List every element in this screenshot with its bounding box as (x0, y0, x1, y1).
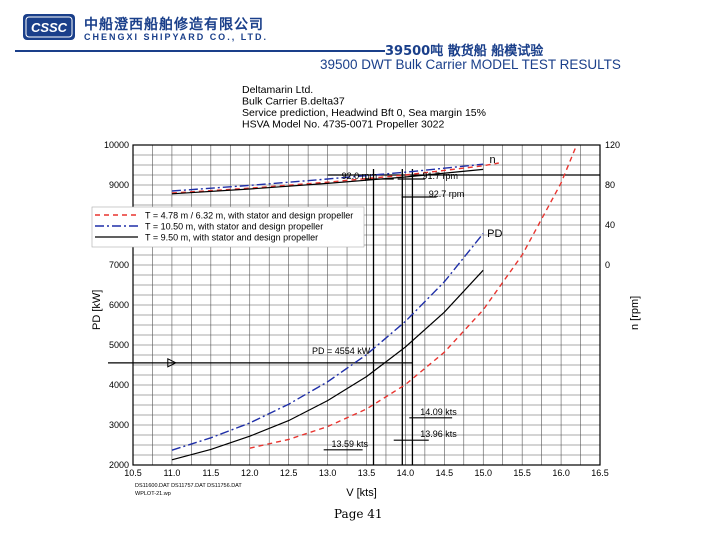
legend-box (91, 206, 365, 248)
annotation-label: 92.7 rpm (429, 189, 465, 199)
power-curve-red-dashed (249, 144, 578, 449)
right-tick-label: 40 (605, 220, 615, 230)
x-tick-label: 15.5 (513, 468, 531, 478)
right-tick-label: 80 (605, 180, 615, 190)
power-curve-black-solid (171, 269, 484, 461)
company-name-en: CHENGXI SHIPYARD CO., LTD. (84, 32, 269, 42)
chart-title-line: Deltamarin Ltd. (242, 84, 313, 96)
annotation-label: 13.59 kts (331, 439, 368, 449)
x-tick-label: 14.0 (397, 468, 415, 478)
logo-text: CSSC (31, 20, 68, 35)
x-tick-label: 15.0 (474, 468, 492, 478)
right-tick-label: 120 (605, 140, 620, 150)
annotation-label: 13.96 kts (420, 429, 457, 439)
chart-title-line: Bulk Carrier B.delta37 (242, 96, 345, 108)
x-tick-label: 12.5 (280, 468, 298, 478)
y-axis-label-left: PD [kW] (91, 290, 103, 330)
legend-entry: T = 10.50 m, with stator and design prop… (145, 222, 323, 232)
plot-frame (132, 144, 601, 466)
y-tick-label: 9000 (109, 180, 129, 190)
page-number: Page 41 (334, 507, 383, 521)
chart-title-line: Service prediction, Headwind Bft 0, Sea … (242, 107, 486, 119)
power-curve-blue-dashdot (171, 232, 484, 451)
rpm-curve-black-solid (171, 168, 484, 195)
chart-title-line: HSVA Model No. 4735-0071 Propeller 3022 (242, 119, 445, 131)
legend-entry: T = 4.78 m / 6.32 m, with stator and des… (145, 211, 353, 221)
y-tick-label: 2000 (109, 460, 129, 470)
y-tick-label: 4000 (109, 380, 129, 390)
cssc-logo: CSSC (23, 14, 75, 40)
chart-ticks: 10.5 11.0 11.5 12.0 12.5 13.0 13.5 14.0 14.5 15.0… (91, 140, 641, 499)
legend-entry: T = 9.50 m, with stator and design prope… (145, 233, 318, 243)
header: CSSC 中船澄西船舶修造有限公司 CHENGXI SHIPYARD CO., … (0, 0, 720, 72)
title-cn: 39500吨 散货船 船模试验 (385, 44, 544, 59)
footnote-line: WPLOT-21.wp (135, 491, 171, 497)
annotation-label: 14.09 kts (420, 407, 457, 417)
x-tick-label: 13.0 (319, 468, 337, 478)
title-en: 39500 DWT Bulk Carrier MODEL TEST RESULT… (320, 57, 621, 72)
rpm-curve-blue-dashdot (171, 163, 484, 192)
chart-annotations: 92.0 rpm 91.7 rpm 92.7 rpm PD = 4554 kW 14.0… (135, 171, 464, 497)
x-tick-label: 11.0 (163, 468, 180, 478)
chart-curves: n PD (171, 144, 578, 461)
x-tick-label: 16.0 (552, 468, 570, 478)
x-axis-label: V [kts] (346, 487, 377, 499)
y-tick-label: 7000 (109, 260, 129, 270)
annotation-label: 91.7 rpm (423, 171, 459, 181)
x-tick-label: 12.0 (241, 468, 259, 478)
x-tick-label: 10.5 (124, 468, 142, 478)
reference-lines (108, 169, 600, 465)
company-name-cn: 中船澄西船舶修造有限公司 (84, 17, 264, 33)
x-tick-label: 11.5 (202, 468, 219, 478)
rpm-curve-red-dashed (171, 162, 499, 194)
y-tick-label: 10000 (104, 140, 129, 150)
y-tick-label: 3000 (109, 420, 129, 430)
annotation-label: PD = 4554 kW (312, 346, 371, 356)
x-tick-label: 13.5 (358, 468, 376, 478)
x-tick-label: 14.5 (436, 468, 454, 478)
footnote-line: DS11600.DAT DS11757.DAT DS11756.DAT (135, 483, 242, 489)
chart-grid (132, 144, 601, 466)
y-axis-label-right: n [rpm] (629, 296, 641, 330)
x-tick-label: 16.5 (591, 468, 609, 478)
series-label: n (489, 154, 495, 166)
header-rule (15, 50, 385, 52)
y-tick-label: 5000 (109, 340, 129, 350)
chart-legend: T = 4.78 m / 6.32 m, with stator and des… (91, 206, 365, 248)
annotation-label: 92.0 rpm (342, 171, 378, 181)
y-tick-label: 6000 (109, 300, 129, 310)
chart-title-block: Deltamarin Ltd.Bulk Carrier B.delta37Ser… (242, 84, 486, 131)
right-tick-label: 0 (605, 260, 610, 270)
arrow-marker (167, 358, 177, 368)
series-label: PD (487, 228, 502, 240)
